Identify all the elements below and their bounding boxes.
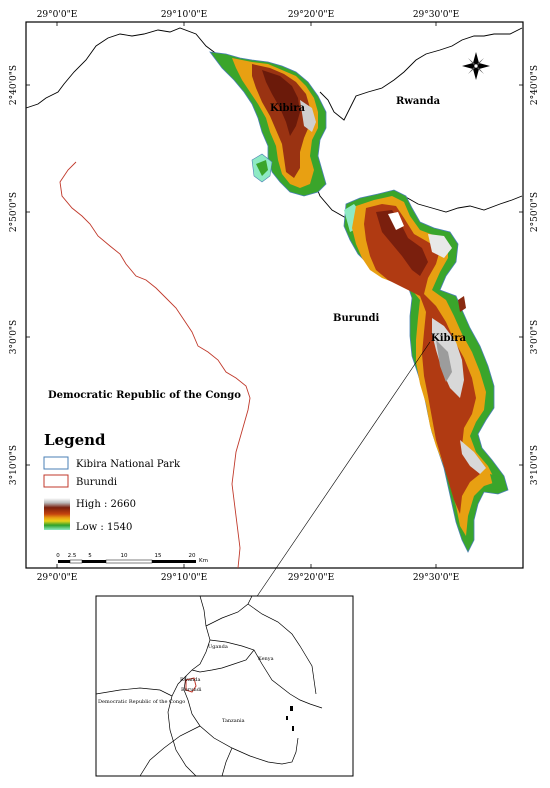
label-rwanda: Rwanda <box>396 96 441 107</box>
coord-top-3: 29°20'0"E <box>288 10 334 20</box>
scale-tick-2: 5 <box>88 553 92 559</box>
coord-right-3: 3°0'0"S <box>530 320 540 354</box>
scale-unit: Km <box>199 558 208 564</box>
legend-low-label: Low : 1540 <box>76 522 132 533</box>
inset-label-rwanda: Rwanda <box>180 677 200 683</box>
scale-bar: 0 2.5 5 10 15 20 Km <box>56 553 208 564</box>
legend-high-label: High : 2660 <box>76 499 136 510</box>
coord-right-4: 3°10'0"S <box>530 445 540 485</box>
legend-country-label: Burundi <box>76 477 117 488</box>
coord-bottom-2: 29°10'0"E <box>161 573 207 583</box>
scale-tick-4: 15 <box>155 553 162 559</box>
inset-map: Uganda Kenya Rwanda Burundi Tanzania Dem… <box>95 595 354 777</box>
legend-country-swatch <box>43 474 69 488</box>
burundi-boundary <box>59 161 251 569</box>
graticule-ticks <box>26 22 523 568</box>
coord-top-4: 29°30'0"E <box>413 10 459 20</box>
scale-tick-1: 2.5 <box>68 553 77 559</box>
label-drc: Democratic Republic of the Congo <box>48 390 241 401</box>
label-kibira-north: Kibira <box>270 103 306 114</box>
coord-top-1: 29°0'0"E <box>37 10 78 20</box>
scale-tick-5: 20 <box>189 553 196 559</box>
scale-tick-0: 0 <box>56 553 60 559</box>
kibira-south-terrain <box>343 189 509 553</box>
coord-right-2: 2°50'0"S <box>530 192 540 232</box>
legend-title: Legend <box>44 431 106 449</box>
inset-label-drc: Democratic Republic of the Congo <box>98 699 185 705</box>
coord-labels-right: 2°40'0"S 2°50'0"S 3°0'0"S 3°10'0"S <box>530 65 540 485</box>
legend-elevation-ramp <box>44 498 70 530</box>
coord-left-4: 3°10'0"S <box>9 445 19 485</box>
coord-bottom-3: 29°20'0"E <box>288 573 334 583</box>
coord-bottom-1: 29°0'0"E <box>37 573 78 583</box>
coord-labels-bottom: 29°0'0"E 29°10'0"E 29°20'0"E 29°30'0"E <box>37 573 459 583</box>
label-burundi: Burundi <box>333 313 380 324</box>
inset-label-tanzania: Tanzania <box>222 718 245 724</box>
label-kibira-south: Kibira <box>431 333 467 344</box>
coord-labels-top: 29°0'0"E 29°10'0"E 29°20'0"E 29°30'0"E <box>37 10 459 20</box>
coord-right-1: 2°40'0"S <box>530 65 540 105</box>
inset-label-kenya: Kenya <box>258 656 274 662</box>
coord-bottom-4: 29°30'0"E <box>413 573 459 583</box>
coord-top-2: 29°10'0"E <box>161 10 207 20</box>
legend: Legend Kibira National Park Burundi High… <box>43 431 181 533</box>
legend-park-swatch <box>43 456 69 470</box>
legend-park-label: Kibira National Park <box>76 459 181 470</box>
kibira-north-terrain <box>209 51 327 197</box>
coord-left-2: 2°50'0"S <box>9 192 19 232</box>
inset-label-uganda: Uganda <box>208 644 228 650</box>
inset-label-burundi: Burundi <box>181 687 202 693</box>
scale-tick-3: 10 <box>121 553 128 559</box>
coord-left-3: 3°0'0"S <box>9 320 19 354</box>
north-arrow-icon <box>462 52 490 80</box>
coord-labels-left: 2°40'0"S 2°50'0"S 3°0'0"S 3°10'0"S <box>9 65 19 485</box>
coord-left-1: 2°40'0"S <box>9 65 19 105</box>
